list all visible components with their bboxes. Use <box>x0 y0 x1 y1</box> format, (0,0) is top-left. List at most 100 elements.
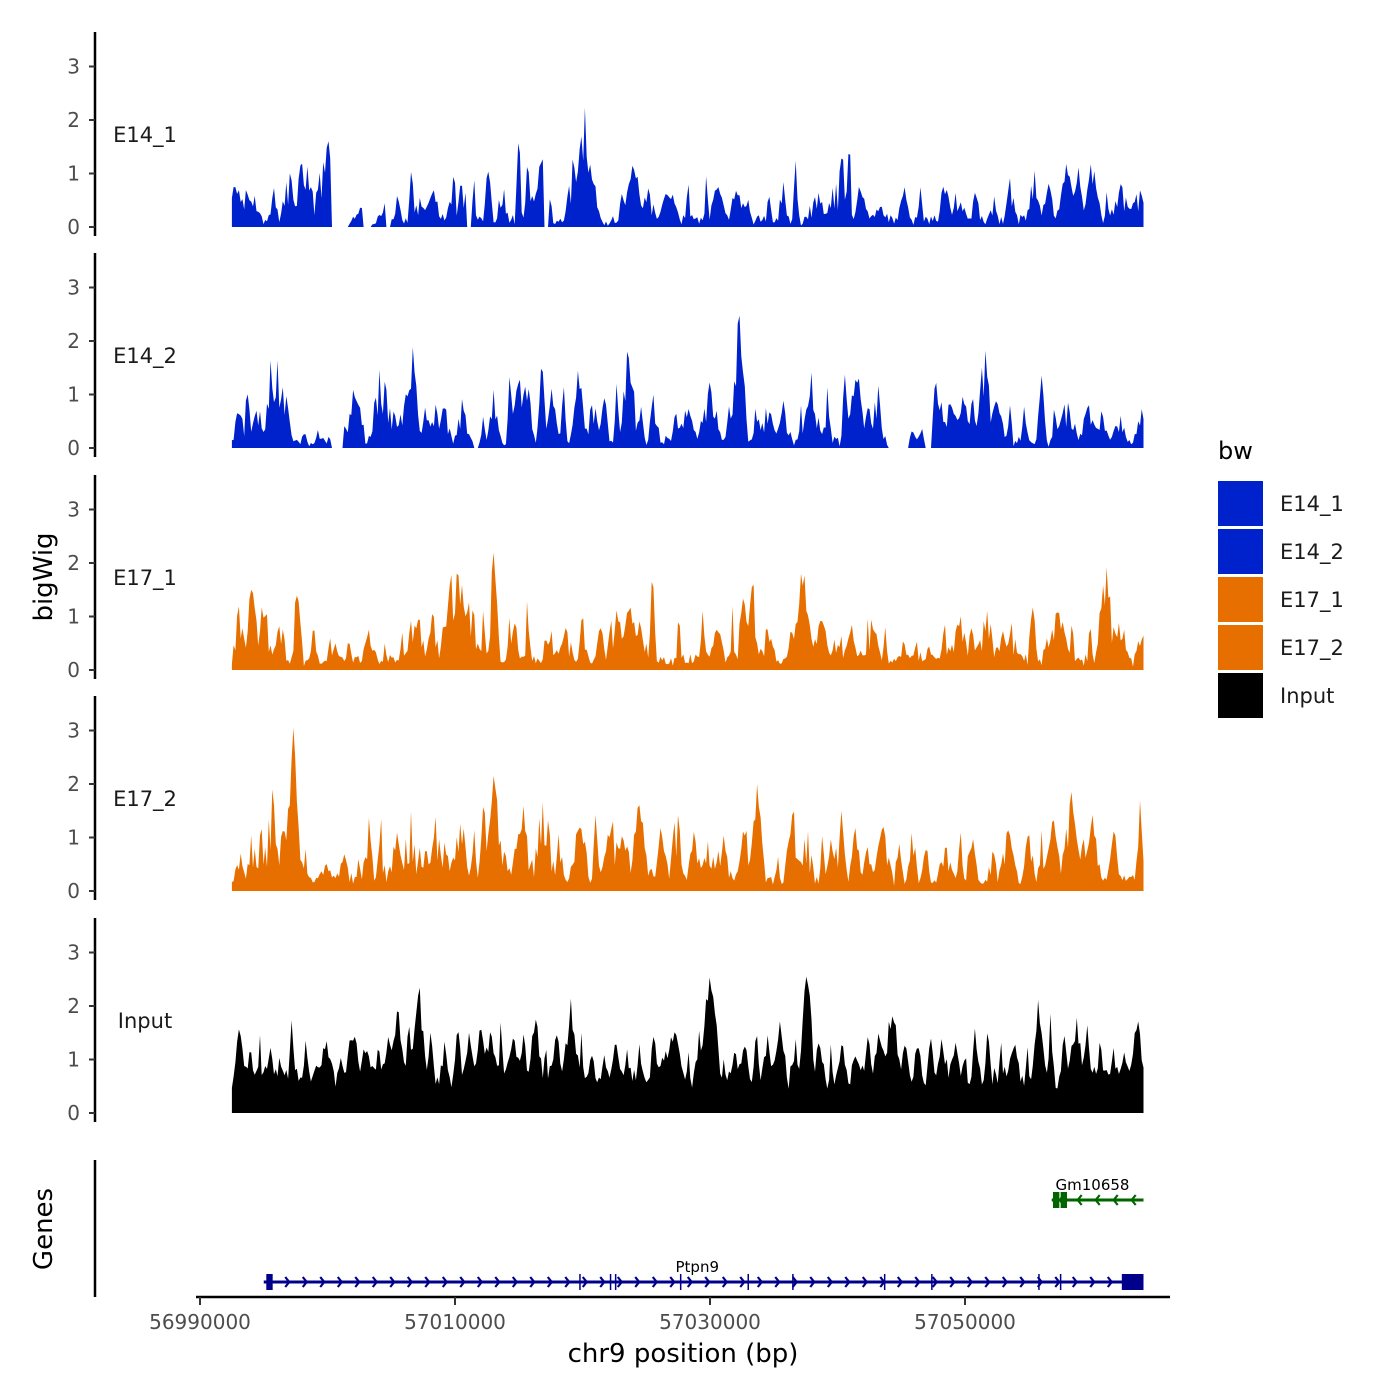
strand-chevron <box>686 1276 694 1288</box>
strand-chevron <box>739 1276 746 1288</box>
y-axis-title: bigWig <box>29 532 59 621</box>
x-tick-label: 57050000 <box>914 1310 1016 1334</box>
legend-label: E17_2 <box>1280 636 1344 661</box>
strand-chevron <box>494 1276 501 1288</box>
strand-chevron <box>1054 1276 1061 1288</box>
strand-chevron <box>599 1276 606 1288</box>
strand-chevron <box>861 1276 869 1288</box>
strand-chevron <box>336 1276 344 1288</box>
strand-chevron <box>459 1276 466 1288</box>
coverage-area-e17-1 <box>231 552 1144 670</box>
strand-chevron <box>1094 1194 1101 1206</box>
legend-swatch <box>1218 529 1263 574</box>
x-tick-label: 56990000 <box>149 1310 251 1334</box>
strand-chevron <box>669 1276 676 1288</box>
y-tick-label: 3 <box>67 276 80 300</box>
strand-chevron <box>1076 1194 1083 1206</box>
strand-chevron <box>896 1276 904 1288</box>
strand-chevron <box>809 1276 816 1288</box>
strand-chevron <box>1071 1276 1079 1288</box>
strand-chevron <box>441 1276 449 1288</box>
strand-chevron <box>581 1276 589 1288</box>
strand-chevron <box>931 1276 939 1288</box>
legend-swatch <box>1218 673 1263 718</box>
coverage-area-e17-2 <box>231 727 1144 891</box>
y-tick-label: 0 <box>67 215 80 239</box>
strand-chevron <box>1089 1276 1096 1288</box>
exon-block <box>1060 1192 1067 1208</box>
strand-chevron <box>354 1276 361 1288</box>
x-axis-ticks: 56990000 57010000 57030000 57050000 <box>149 1297 1016 1334</box>
x-tick-label: 57010000 <box>404 1310 506 1334</box>
x-tick-label: 57030000 <box>659 1310 761 1334</box>
strand-chevron <box>721 1276 729 1288</box>
track-label: E17_2 <box>113 787 177 812</box>
strand-chevron <box>1130 1194 1137 1206</box>
coverage-area-e14-1 <box>231 107 1144 227</box>
strand-chevron <box>476 1276 484 1288</box>
y-tick-label: 3 <box>67 941 80 965</box>
y-tick-label: 1 <box>67 826 80 850</box>
strand-chevron <box>301 1276 309 1288</box>
strand-chevron <box>704 1276 711 1288</box>
legend-swatch <box>1218 625 1263 670</box>
genes-panel: Genes Ptpn9 Gm10658 <box>29 1160 1144 1297</box>
strand-chevron <box>406 1276 414 1288</box>
strand-chevron <box>389 1276 396 1288</box>
legend-item: E17_1 <box>1218 577 1344 622</box>
track-e17-1: 0 1 2 3 E17_1 <box>67 475 1144 682</box>
strand-chevron <box>914 1276 921 1288</box>
coverage-area-e14-2 <box>231 315 1144 448</box>
strand-chevron <box>284 1276 291 1288</box>
strand-chevron <box>826 1276 834 1288</box>
y-tick-label: 3 <box>67 55 80 79</box>
gene-ptpn9: Ptpn9 <box>263 1258 1144 1290</box>
legend-item: E14_1 <box>1218 481 1344 526</box>
strand-chevron <box>511 1276 519 1288</box>
strand-chevron <box>774 1276 781 1288</box>
track-label: E14_1 <box>113 123 177 148</box>
y-tick-label: 0 <box>67 1101 80 1125</box>
strand-chevron <box>844 1276 851 1288</box>
y-tick-label: 2 <box>67 108 80 132</box>
strand-chevron <box>529 1276 536 1288</box>
y-tick-label: 3 <box>67 719 80 743</box>
strand-chevron <box>546 1276 554 1288</box>
gene-gm10658: Gm10658 <box>1051 1176 1144 1208</box>
legend-swatch <box>1218 577 1263 622</box>
legend-items: E14_1 E14_2 E17_1 E17_2 Input <box>1218 481 1344 718</box>
bigwig-tracks: 0 1 2 3 E14_1 0 1 2 3 E14_2 0 1 2 3 E17_1 0 1 2 3 E17_2 0 1 2 3… <box>67 32 1144 1125</box>
strand-chevron <box>949 1276 956 1288</box>
strand-chevron <box>966 1276 974 1288</box>
strand-chevron <box>1112 1194 1119 1206</box>
legend: bw E14_1 E14_2 E17_1 E17_2 Input <box>1218 437 1344 718</box>
strand-chevron <box>424 1276 431 1288</box>
gene-label: Gm10658 <box>1056 1176 1130 1194</box>
strand-chevron <box>371 1276 379 1288</box>
legend-item: Input <box>1218 673 1334 718</box>
y-tick-label: 3 <box>67 498 80 522</box>
track-e17-2: 0 1 2 3 E17_2 <box>67 696 1144 903</box>
track-e14-1: 0 1 2 3 E14_1 <box>67 32 1144 239</box>
y-tick-label: 1 <box>67 1048 80 1072</box>
y-tick-label: 0 <box>67 658 80 682</box>
y-tick-label: 1 <box>67 383 80 407</box>
exon-block <box>1121 1274 1144 1290</box>
genes-panel-title: Genes <box>29 1188 59 1270</box>
gene-label: Ptpn9 <box>676 1258 720 1276</box>
legend-label: E14_1 <box>1280 492 1344 517</box>
y-tick-label: 2 <box>67 994 80 1018</box>
strand-chevron <box>564 1276 571 1288</box>
track-e14-2: 0 1 2 3 E14_2 <box>67 253 1144 460</box>
exon-block <box>1052 1192 1060 1208</box>
strand-chevron <box>756 1276 764 1288</box>
legend-swatch <box>1218 481 1263 526</box>
strand-chevron <box>1019 1276 1026 1288</box>
y-tick-label: 2 <box>67 551 80 575</box>
gene-models: Ptpn9 Gm10658 <box>263 1176 1144 1290</box>
track-label: E17_1 <box>113 566 177 591</box>
track-label: E14_2 <box>113 344 177 369</box>
legend-label: E17_1 <box>1280 588 1344 613</box>
legend-title: bw <box>1218 437 1253 465</box>
